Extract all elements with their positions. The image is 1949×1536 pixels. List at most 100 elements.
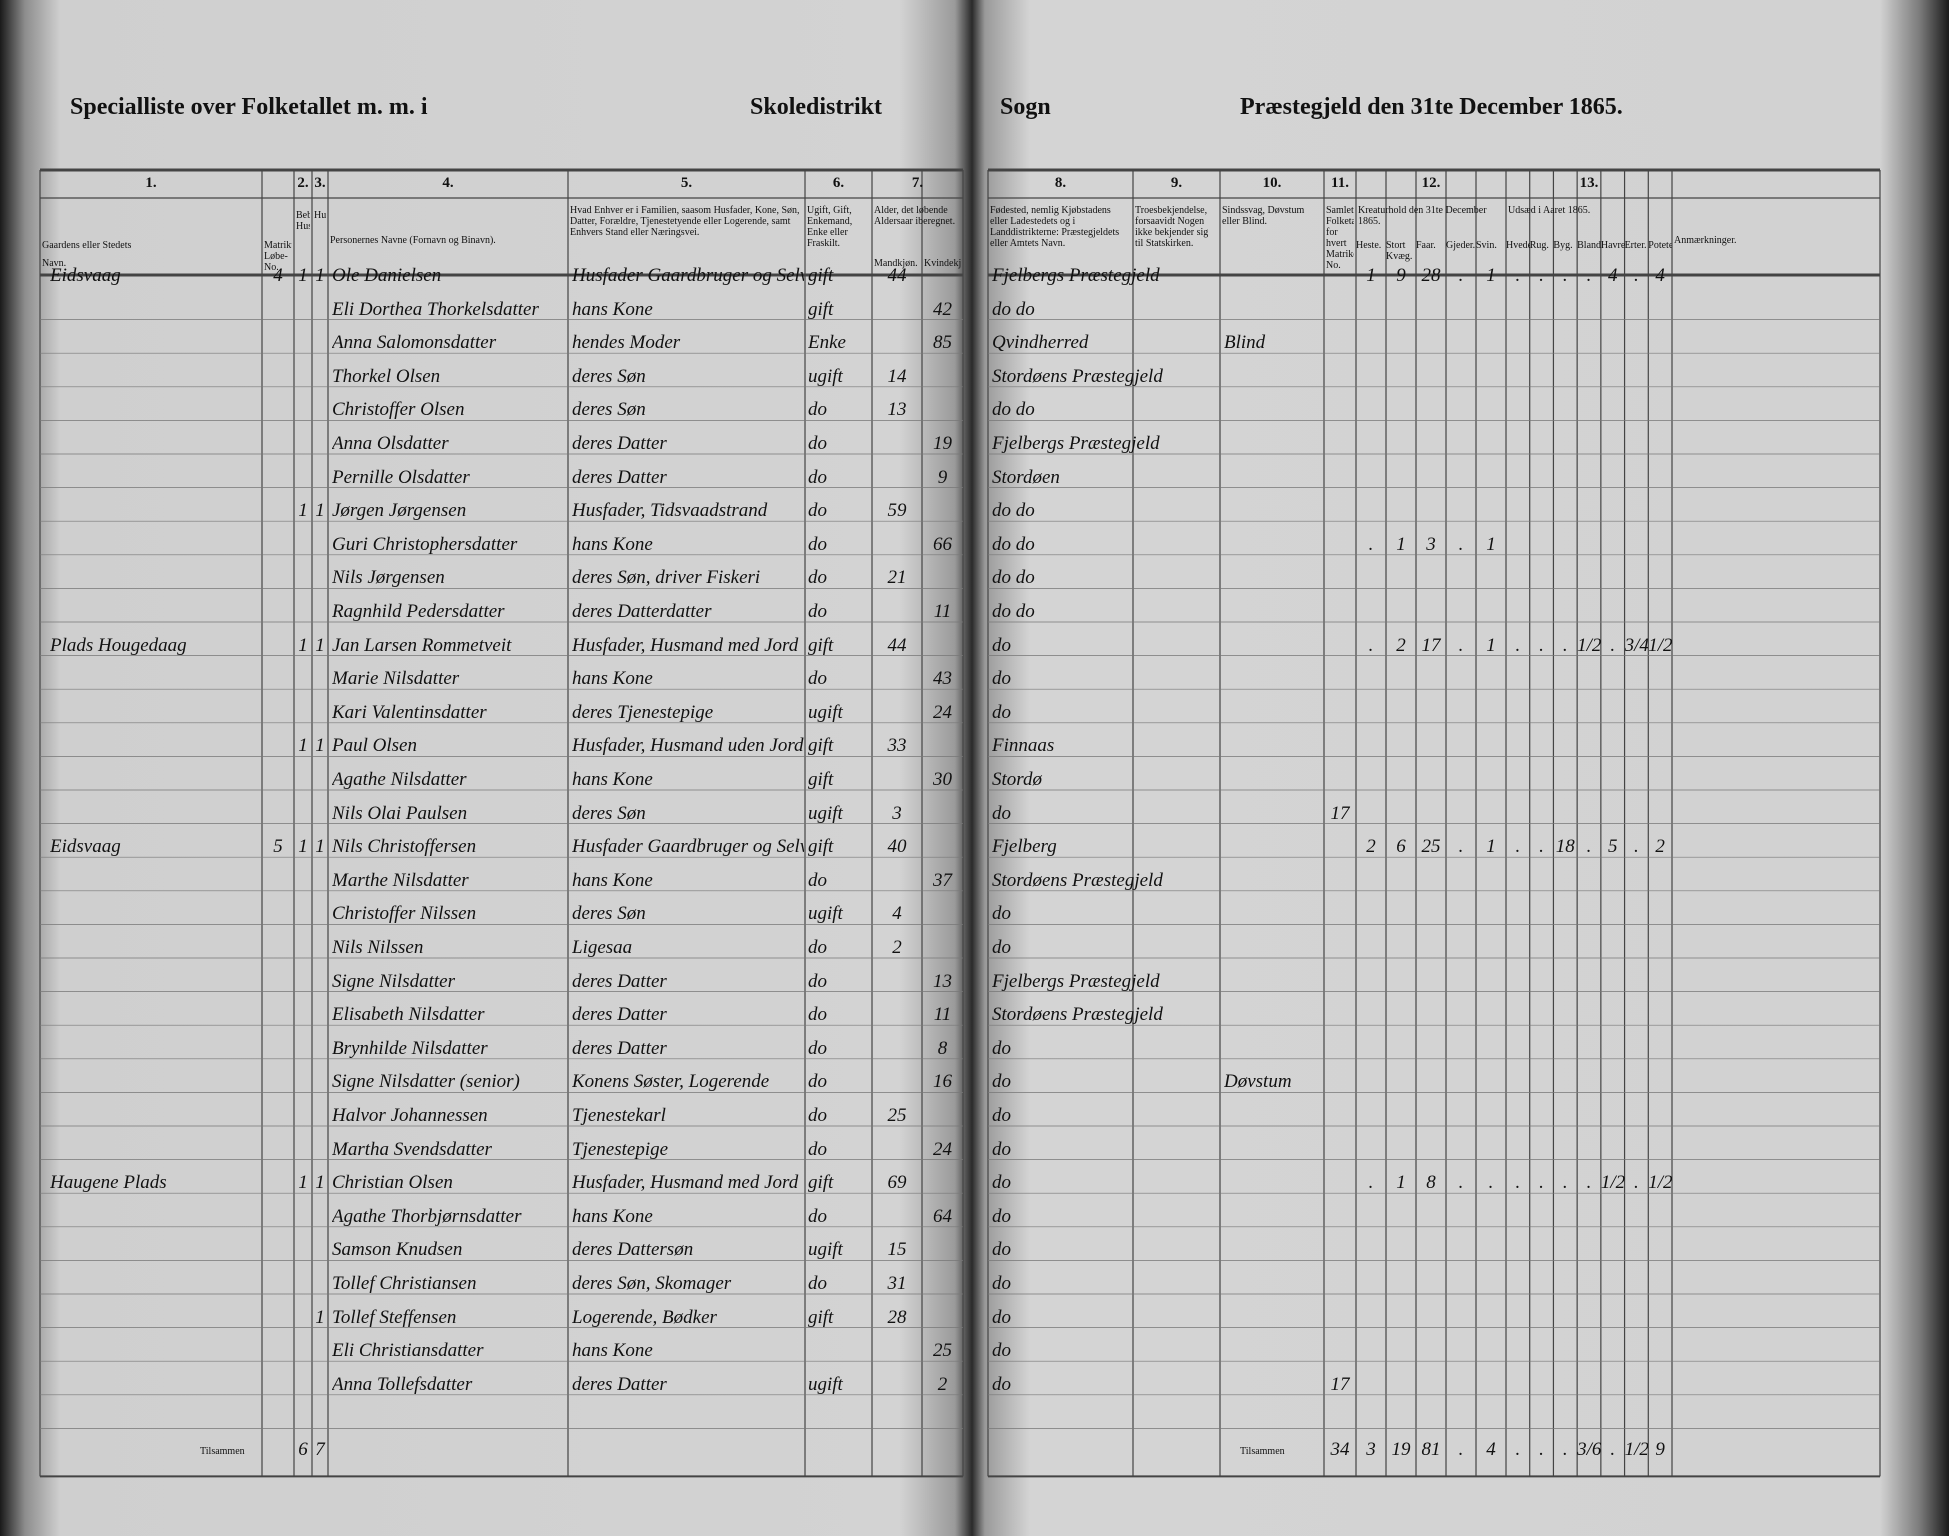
age-male: 13 <box>887 400 907 420</box>
sowing: . <box>1515 266 1521 285</box>
sowing: 4 <box>1655 266 1665 285</box>
position: deres Søn <box>572 366 646 386</box>
birthplace: do <box>992 1274 1011 1293</box>
sowing: . <box>1515 837 1521 857</box>
birthplace: do do <box>992 568 1035 588</box>
title: Sogn <box>1000 95 1051 119</box>
disability: Døvstum <box>1224 1072 1292 1092</box>
position: Husfader, Husmand uden Jord <box>572 736 804 756</box>
sowing: 3/4 <box>1624 635 1649 655</box>
person-name: Agathe Thorbjørnsdatter <box>332 1206 522 1226</box>
age-female: 11 <box>933 1005 952 1025</box>
sowing: . <box>1539 837 1544 857</box>
position: deres Søn <box>572 803 646 823</box>
totals: 3 <box>1366 1440 1376 1460</box>
livestock: 1 <box>1366 266 1376 285</box>
marital-status: do <box>808 669 827 689</box>
position: deres Datter <box>572 467 667 487</box>
farm-name: Haugene Plads <box>50 1173 167 1193</box>
person-name: Ole Danielsen <box>332 266 442 285</box>
livestock: . <box>1368 635 1374 655</box>
column-header: Blandkorn. <box>1577 240 1601 251</box>
birthplace: do <box>992 1240 1011 1260</box>
column-number: 7. <box>911 176 924 191</box>
birthplace: Fjelbergs Præstegjeld <box>992 971 1160 991</box>
person-name: Agathe Nilsdatter <box>332 770 467 789</box>
position: deres Datter <box>572 434 667 453</box>
houses: 1 <box>298 1173 308 1193</box>
households: 1 <box>315 1173 325 1193</box>
livestock: 9 <box>1396 266 1406 285</box>
position: deres Søn, driver Fiskeri <box>572 568 761 588</box>
livestock: 1 <box>1486 635 1496 655</box>
age-male: 40 <box>887 837 907 857</box>
sowing: 4 <box>1607 266 1618 285</box>
totals: 3/6 <box>1577 1440 1601 1460</box>
age-male: 33 <box>887 736 907 756</box>
livestock: 3 <box>1426 534 1436 554</box>
person-name: Tollef Steffensen <box>332 1307 457 1327</box>
sowing: 1/2 <box>1577 635 1601 655</box>
column-header: Hvad Enhver er i Familien, saasom Husfad… <box>570 205 800 238</box>
age-female: 8 <box>937 1038 948 1058</box>
person-name: Signe Nilsdatter <box>332 971 455 991</box>
column-header: Stort Kvæg. <box>1386 240 1413 262</box>
column-header: Alder, det løbende Aldersaar iberegnet. <box>874 205 956 227</box>
households: 1 <box>315 837 325 857</box>
column-number: 11. <box>1331 176 1349 191</box>
sowing: . <box>1539 635 1544 655</box>
totals: 4 <box>1486 1440 1496 1460</box>
birthplace: do <box>992 1106 1011 1125</box>
marital-status: do <box>808 568 827 588</box>
column-header: Gjeder. <box>1446 240 1476 251</box>
totals: 7 <box>315 1440 325 1460</box>
column-header: Mandkjøn. <box>874 258 918 269</box>
position: Husfader Gaardbruger og Selveier <box>572 266 804 285</box>
birthplace: do <box>992 1139 1011 1159</box>
totals: 19 <box>1391 1440 1411 1460</box>
column-header: Troesbekjendelse, forsaavidt Nogen ikke … <box>1135 205 1209 249</box>
matrikul: 5 <box>273 837 283 857</box>
position: deres Datter <box>572 971 667 991</box>
person-name: Elisabeth Nilsdatter <box>332 1005 485 1025</box>
marital-status: gift <box>808 266 834 285</box>
farm-name: Plads Hougedaag <box>50 635 187 655</box>
livestock: 1 <box>1396 534 1406 554</box>
marital-status: ugift <box>808 904 843 924</box>
column-header: Husholdninger. <box>314 210 326 221</box>
age-male: 15 <box>887 1240 907 1260</box>
column-number: 13. <box>1579 176 1599 191</box>
column-number: 6. <box>832 176 845 191</box>
age-male: 28 <box>887 1307 907 1327</box>
sowing: . <box>1610 635 1616 655</box>
marital-status: do <box>808 1038 827 1058</box>
age-female: 30 <box>933 770 952 789</box>
houses: 1 <box>298 501 308 521</box>
birthplace: do do <box>992 602 1035 621</box>
marital-status: do <box>808 1274 827 1293</box>
age-male: 21 <box>887 568 907 588</box>
position: deres Søn <box>572 400 646 420</box>
birthplace: Fjelbergs Præstegjeld <box>992 434 1160 453</box>
person-name: Thorkel Olsen <box>332 366 441 386</box>
column-header: Svin. <box>1476 240 1497 251</box>
column-header: Personernes Navne (Fornavn og Binavn). <box>330 235 496 246</box>
sowing: . <box>1562 1173 1568 1193</box>
houses: 1 <box>298 837 308 857</box>
birthplace: Stordøens Præstegjeld <box>992 1005 1163 1025</box>
column-header: Fødested, nemlig Kjøbstadens eller Lades… <box>990 205 1120 249</box>
marital-status: do <box>808 400 827 420</box>
column-header: Beboede Huse. <box>296 210 310 232</box>
sowing: . <box>1562 266 1568 285</box>
totals: 9 <box>1655 1440 1665 1460</box>
column-number: 3. <box>314 176 326 191</box>
age-female: 42 <box>933 299 952 319</box>
livestock: . <box>1368 534 1374 554</box>
person-name: Jan Larsen Rommetveit <box>332 635 512 655</box>
marital-status: gift <box>808 1173 834 1193</box>
age-female: 64 <box>933 1206 952 1226</box>
person-name: Halvor Johannessen <box>332 1106 488 1125</box>
title: Præstegjeld den 31te December 1865. <box>1240 95 1623 119</box>
position: deres Datter <box>572 1374 667 1394</box>
